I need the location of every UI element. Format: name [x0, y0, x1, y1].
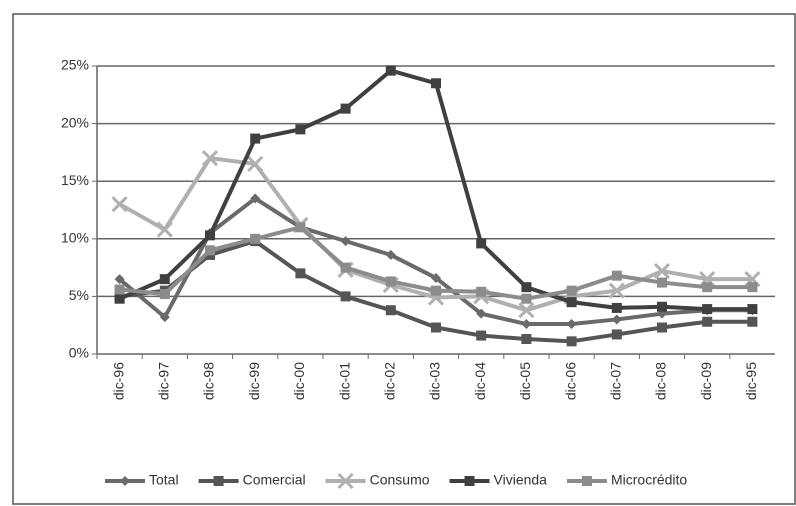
marker [385, 65, 396, 76]
marker [385, 249, 396, 260]
marker [566, 285, 577, 296]
marker [159, 312, 170, 323]
marker [476, 308, 487, 319]
legend-label: Microcrédito [611, 472, 687, 488]
marker [747, 282, 758, 293]
x-tick-label: dic-04 [472, 362, 488, 400]
marker [566, 336, 577, 347]
marker [431, 285, 441, 296]
x-tick-label: dic-03 [427, 362, 443, 400]
marker [611, 329, 622, 340]
x-tick-label: dic-96 [110, 362, 126, 400]
marker [114, 284, 125, 295]
marker [521, 334, 532, 345]
marker [340, 103, 351, 114]
x-tick-label: dic-06 [562, 362, 578, 400]
marker [250, 233, 261, 244]
x-tick-label: dic-01 [336, 362, 352, 400]
y-tick-label: 10% [61, 230, 89, 246]
marker [521, 282, 532, 293]
marker [385, 276, 396, 287]
x-tick-label: dic-02 [382, 362, 398, 400]
x-tick-label: dic-08 [653, 362, 669, 400]
x-tick-label: dic-98 [201, 362, 217, 400]
marker [611, 270, 622, 281]
marker [566, 319, 577, 330]
y-tick-label: 20% [61, 114, 89, 130]
marker [566, 297, 577, 308]
marker [337, 472, 354, 490]
marker [476, 286, 487, 297]
marker [156, 221, 173, 238]
legend-label: Vivienda [494, 472, 548, 488]
y-tick-label: 25% [61, 57, 89, 73]
marker [205, 245, 215, 256]
marker [114, 293, 125, 304]
marker [295, 222, 306, 233]
marker [213, 476, 224, 486]
legend-label: Total [149, 472, 179, 488]
y-tick-label: 15% [61, 172, 89, 188]
x-tick-label: dic-05 [517, 362, 533, 400]
marker [657, 322, 667, 333]
marker [464, 476, 475, 486]
y-tick-label: 5% [69, 287, 89, 303]
marker [111, 196, 128, 213]
x-tick-label: dic-00 [291, 362, 307, 400]
x-tick-label: dic-09 [698, 362, 714, 400]
marker [747, 316, 758, 327]
marker [657, 301, 667, 312]
marker [295, 124, 306, 135]
marker [120, 476, 130, 486]
marker [250, 193, 261, 204]
marker [431, 272, 441, 283]
marker [702, 304, 713, 315]
marker [340, 291, 351, 302]
marker [431, 322, 441, 333]
marker [581, 476, 592, 486]
x-tick-label: dic-07 [608, 362, 624, 400]
marker [611, 314, 622, 325]
marker [159, 289, 170, 300]
marker [114, 274, 125, 285]
marker [295, 268, 306, 279]
marker [340, 236, 351, 247]
x-tick-label: dic-99 [246, 362, 262, 400]
marker [518, 302, 535, 319]
marker [205, 230, 215, 241]
x-tick-label: dic-95 [743, 362, 759, 400]
marker [521, 319, 532, 330]
marker [250, 133, 261, 144]
marker [476, 238, 487, 249]
chart-frame [12, 13, 796, 505]
series [114, 65, 758, 315]
series [114, 222, 758, 304]
marker [431, 78, 441, 89]
marker [657, 277, 667, 288]
marker [747, 304, 758, 315]
x-tick-label: dic-97 [156, 362, 172, 400]
marker [159, 274, 170, 285]
marker [608, 282, 625, 299]
marker [653, 262, 671, 280]
y-tick-label: 0% [69, 345, 89, 361]
marker [702, 316, 713, 327]
marker [385, 305, 396, 316]
marker [476, 330, 487, 341]
marker [702, 282, 713, 293]
marker [611, 302, 622, 313]
legend-label: Consumo [370, 472, 430, 488]
marker [521, 293, 532, 304]
marker [201, 150, 219, 167]
marker [340, 262, 351, 273]
marker [247, 155, 264, 172]
legend-label: Comercial [243, 472, 306, 488]
